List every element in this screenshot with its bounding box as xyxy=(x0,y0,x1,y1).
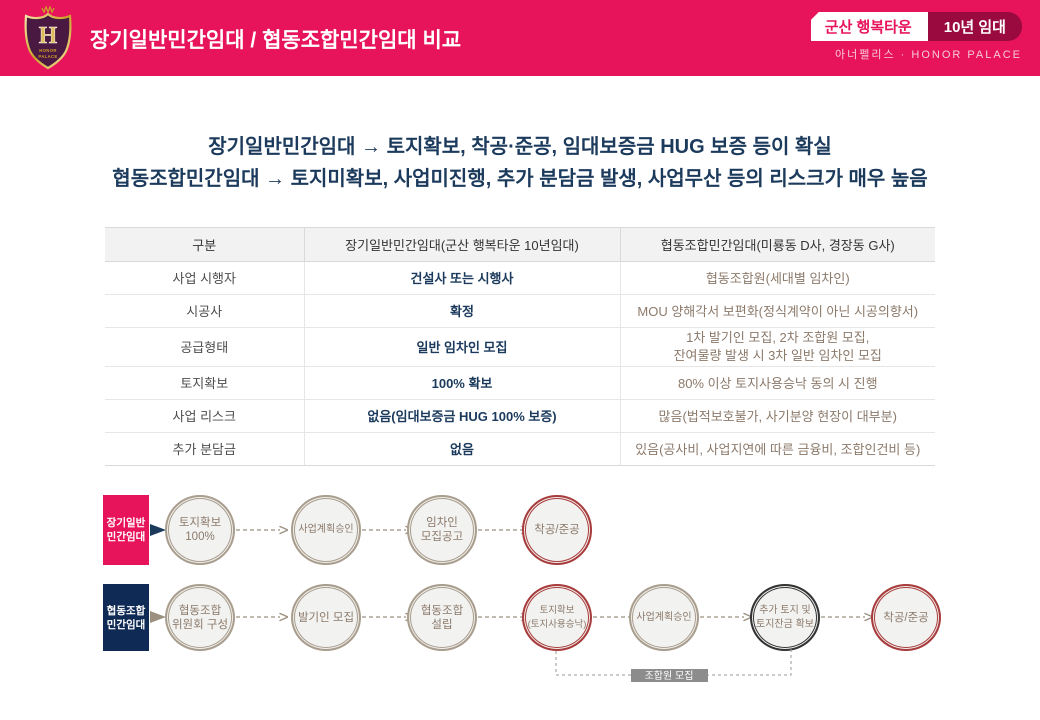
svg-text:PALACE: PALACE xyxy=(38,54,57,59)
svg-text:조합원 모집: 조합원 모집 xyxy=(645,670,694,682)
svg-text:H: H xyxy=(39,23,58,49)
svg-text:HONOR: HONOR xyxy=(39,48,57,53)
